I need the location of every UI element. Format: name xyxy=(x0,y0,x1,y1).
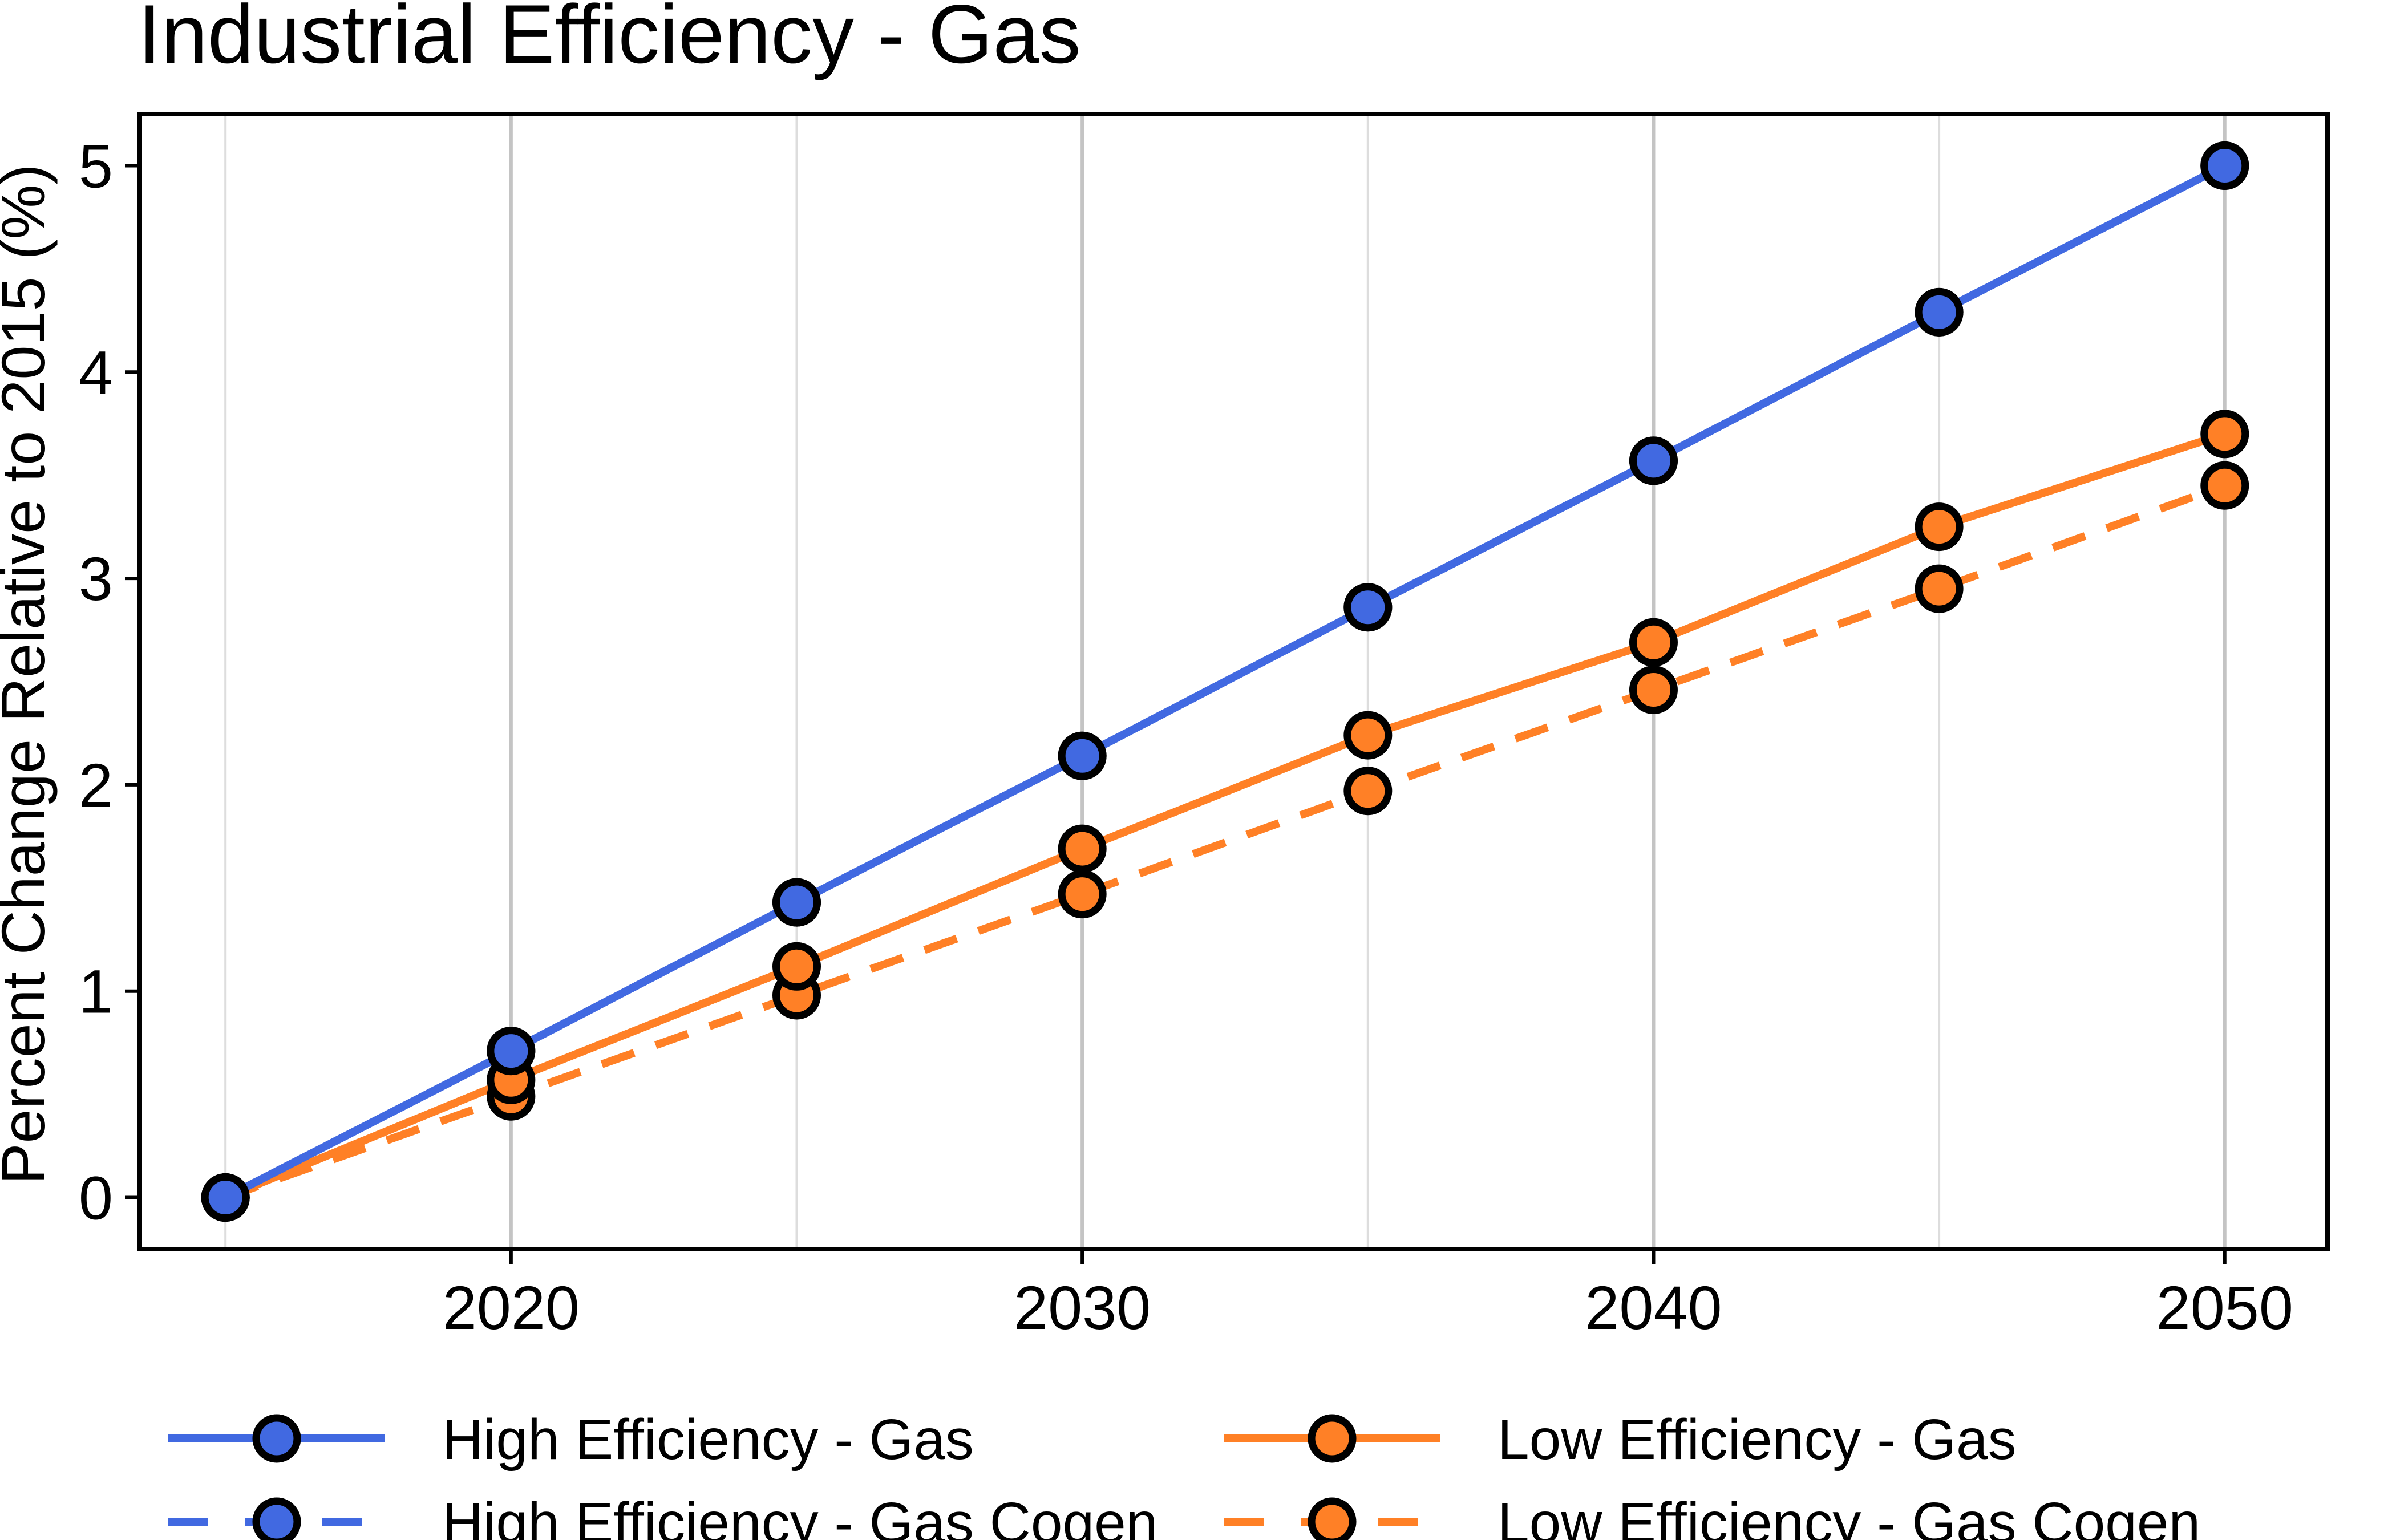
data-point xyxy=(1343,767,1393,816)
data-point xyxy=(2200,410,2249,459)
y-axis-label: Percent Change Relative to 2015 (%) xyxy=(0,164,58,1184)
data-point xyxy=(1915,564,1964,613)
data-point xyxy=(1629,436,1678,485)
x-tick-label: 2030 xyxy=(1014,1273,1151,1342)
data-point xyxy=(1058,731,1107,780)
data-point xyxy=(772,878,821,927)
chart-title: Industrial Efficiency - Gas xyxy=(138,0,1081,80)
data-point xyxy=(2200,141,2249,190)
legend-label: Low Efficiency - Gas xyxy=(1498,1408,2017,1472)
x-tick-label: 2040 xyxy=(1585,1273,1722,1342)
y-tick-label: 5 xyxy=(79,131,113,200)
y-axis-ticks: 0 1 2 3 4 5 xyxy=(79,131,140,1233)
data-point xyxy=(201,1173,250,1222)
data-point xyxy=(1915,287,1964,337)
y-tick-label: 1 xyxy=(79,957,113,1026)
data-point xyxy=(1058,870,1107,919)
series-line xyxy=(224,430,2226,1202)
data-point xyxy=(772,942,821,991)
y-tick-label: 3 xyxy=(79,544,113,613)
x-axis-ticks: 2020 2030 2040 2050 xyxy=(443,1249,2293,1342)
data-point xyxy=(1629,665,1678,714)
data-point xyxy=(1058,824,1107,873)
y-tick-label: 2 xyxy=(79,751,113,820)
legend-key-marker xyxy=(252,1497,301,1540)
legend: High Efficiency - Gas High Efficiency - G… xyxy=(168,1408,2200,1540)
series-lines xyxy=(224,162,2227,1202)
data-point xyxy=(1915,502,1964,552)
plot-frame xyxy=(137,112,2330,1251)
legend-label: Low Efficiency - Gas Cogen xyxy=(1498,1491,2200,1540)
series-line xyxy=(224,162,2227,1201)
data-point xyxy=(1343,583,1393,632)
x-tick-label: 2020 xyxy=(443,1273,580,1342)
data-point xyxy=(1629,618,1678,667)
legend-key-marker xyxy=(1308,1414,1357,1463)
data-point xyxy=(1343,711,1393,760)
legend-label: High Efficiency - Gas xyxy=(442,1408,974,1472)
data-points xyxy=(201,141,2249,1222)
x-tick-label: 2050 xyxy=(2156,1273,2293,1342)
data-point xyxy=(487,1027,536,1076)
y-tick-label: 0 xyxy=(79,1164,113,1233)
y-tick-label: 4 xyxy=(79,338,113,407)
legend-key-marker xyxy=(252,1414,301,1463)
legend-label: High Efficiency - Gas Cogen xyxy=(442,1491,1157,1540)
data-point xyxy=(2200,461,2249,510)
legend-key-marker xyxy=(1308,1497,1357,1540)
series-line xyxy=(224,481,2227,1202)
